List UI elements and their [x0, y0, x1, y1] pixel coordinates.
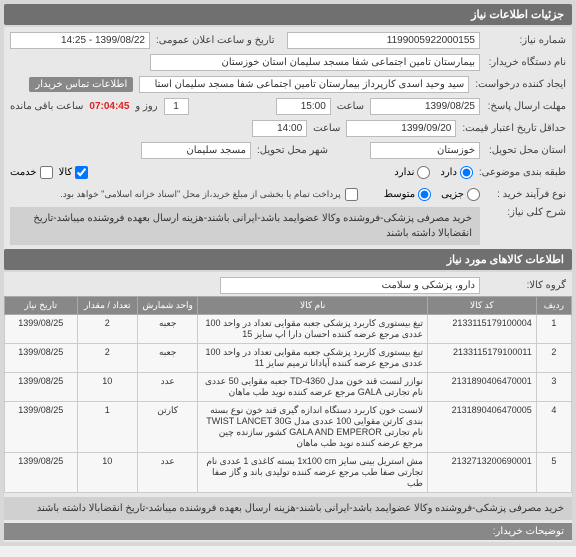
budget-no-label: ندارد: [394, 167, 414, 178]
time-label-1: ساعت: [337, 101, 364, 112]
delivery-state-label: استان محل تحویل:: [486, 145, 566, 156]
cell-date: 1399/08/25: [5, 373, 78, 402]
contact-badge[interactable]: اطلاعات تماس خریدار: [29, 77, 133, 92]
process-radio-group: جزیی متوسط: [384, 188, 480, 201]
announce-input: [10, 32, 150, 49]
proc-small-radio[interactable]: [467, 188, 480, 201]
validity-time-input: [252, 120, 307, 137]
need-number-input: [287, 32, 481, 49]
delivery-city-input: [141, 142, 251, 159]
cell-idx: 3: [536, 373, 571, 402]
budget-yes-radio[interactable]: [460, 166, 473, 179]
footer-desc: خرید مصرفی پزشکی-فروشنده وکالا عضوایمد ب…: [4, 497, 572, 520]
delivery-state-input: [370, 142, 480, 159]
buyer-label: نام دستگاه خریدار:: [486, 57, 566, 68]
table-row: 22133115179100011تیغ بیستوری کاربرد پزشک…: [5, 344, 572, 373]
creator-label: ایجاد کننده درخواست:: [475, 79, 566, 90]
countdown-timer: 07:04:45: [89, 101, 129, 112]
time-label-2: ساعت: [313, 123, 340, 134]
cell-name: نوازر لنست قند خون مدل TD-4360 جعبه مقوا…: [198, 373, 428, 402]
cell-code: 2132713200690001: [427, 453, 536, 493]
th-qty: تعداد / مقدار: [77, 297, 137, 315]
buyer-notes-header: توضیحات خریدار:: [4, 523, 572, 540]
desc-label: شرح کلی نیاز:: [486, 207, 566, 218]
table-row: 52132713200690001مش استریل بینی سایز 1x1…: [5, 453, 572, 493]
pay-note: پرداخت تمام یا بخشی از مبلغ خرید،از محل …: [60, 189, 340, 200]
cell-qty: 10: [77, 453, 137, 493]
cell-name: لانست خون کاربرد دستگاه اندازه گیری قند …: [198, 402, 428, 453]
process-label: نوع فرآیند خرید :: [486, 189, 566, 200]
panel-title: جزئیات اطلاعات نیاز: [4, 4, 572, 25]
desc-box: خرید مصرفی پزشکی-فروشنده وکالا عضوایمد ب…: [10, 207, 480, 245]
deadline-date-input: [370, 98, 480, 115]
deadline-label: مهلت ارسال پاسخ:: [486, 101, 566, 112]
deadline-time-input: [276, 98, 331, 115]
treasury-checkbox[interactable]: [345, 188, 358, 201]
cell-unit: جعبه: [137, 344, 197, 373]
proc-med-radio[interactable]: [418, 188, 431, 201]
goods-cb-label: کالا: [59, 167, 73, 178]
th-code: کد کالا: [427, 297, 536, 315]
service-cb-label: خدمت: [10, 167, 37, 178]
th-date: تاریخ نیاز: [5, 297, 78, 315]
table-row: 32131890406470001نوازر لنست قند خون مدل …: [5, 373, 572, 402]
goods-table: ردیف کد کالا نام کالا واحد شمارش تعداد /…: [4, 296, 572, 493]
announce-label: تاریخ و ساعت اعلان عمومی:: [156, 35, 275, 46]
cell-idx: 5: [536, 453, 571, 493]
days-label: روز و: [135, 101, 157, 112]
validity-label: حداقل تاریخ اعتبار قیمت:: [462, 123, 566, 134]
need-number-label: شماره نیاز:: [486, 35, 566, 46]
proc-med-label: متوسط: [384, 189, 415, 200]
budget-yes-label: دارد: [440, 167, 457, 178]
cell-qty: 10: [77, 373, 137, 402]
buyer-input: [150, 54, 480, 71]
delivery-city-label: شهر محل تحویل:: [257, 145, 328, 156]
th-idx: ردیف: [536, 297, 571, 315]
budget-radio-group: دارد ندارد: [394, 166, 473, 179]
cell-date: 1399/08/25: [5, 315, 78, 344]
cell-date: 1399/08/25: [5, 344, 78, 373]
cell-unit: کارتن: [137, 402, 197, 453]
goods-checkbox[interactable]: [75, 166, 88, 179]
cell-name: تیغ بیستوری کاربرد پزشکی جعبه مقوایی تعد…: [198, 344, 428, 373]
cell-code: 2133115179100011: [427, 344, 536, 373]
budget-label: طبقه بندی موضوعی:: [479, 167, 566, 178]
cell-unit: جعبه: [137, 315, 197, 344]
cell-name: تیغ بیستوری کاربرد پزشکی جعبه مقوایی تعد…: [198, 315, 428, 344]
cell-unit: عدد: [137, 453, 197, 493]
cell-qty: 1: [77, 402, 137, 453]
budget-no-radio[interactable]: [417, 166, 430, 179]
table-row: 42131890406470005لانست خون کاربرد دستگاه…: [5, 402, 572, 453]
cell-date: 1399/08/25: [5, 453, 78, 493]
cell-unit: عدد: [137, 373, 197, 402]
cell-date: 1399/08/25: [5, 402, 78, 453]
cell-idx: 2: [536, 344, 571, 373]
group-label: گروه کالا:: [486, 280, 566, 291]
proc-small-label: جزیی: [441, 189, 464, 200]
cell-name: مش استریل بینی سایز 1x100 cm بسته کاغذی …: [198, 453, 428, 493]
cell-code: 2133115179100004: [427, 315, 536, 344]
cell-idx: 1: [536, 315, 571, 344]
service-checkbox[interactable]: [40, 166, 53, 179]
cell-code: 2131890406470005: [427, 402, 536, 453]
days-input: [164, 98, 189, 115]
creator-input: [139, 76, 469, 93]
th-unit: واحد شمارش: [137, 297, 197, 315]
cell-qty: 2: [77, 315, 137, 344]
remain-label: ساعت باقی مانده: [10, 101, 83, 112]
validity-date-input: [346, 120, 456, 137]
th-name: نام کالا: [198, 297, 428, 315]
group-input: [220, 277, 480, 294]
cell-idx: 4: [536, 402, 571, 453]
cell-qty: 2: [77, 344, 137, 373]
table-row: 12133115179100004تیغ بیستوری کاربرد پزشک…: [5, 315, 572, 344]
goods-header: اطلاعات کالاهای مورد نیاز: [4, 249, 572, 270]
cell-code: 2131890406470001: [427, 373, 536, 402]
